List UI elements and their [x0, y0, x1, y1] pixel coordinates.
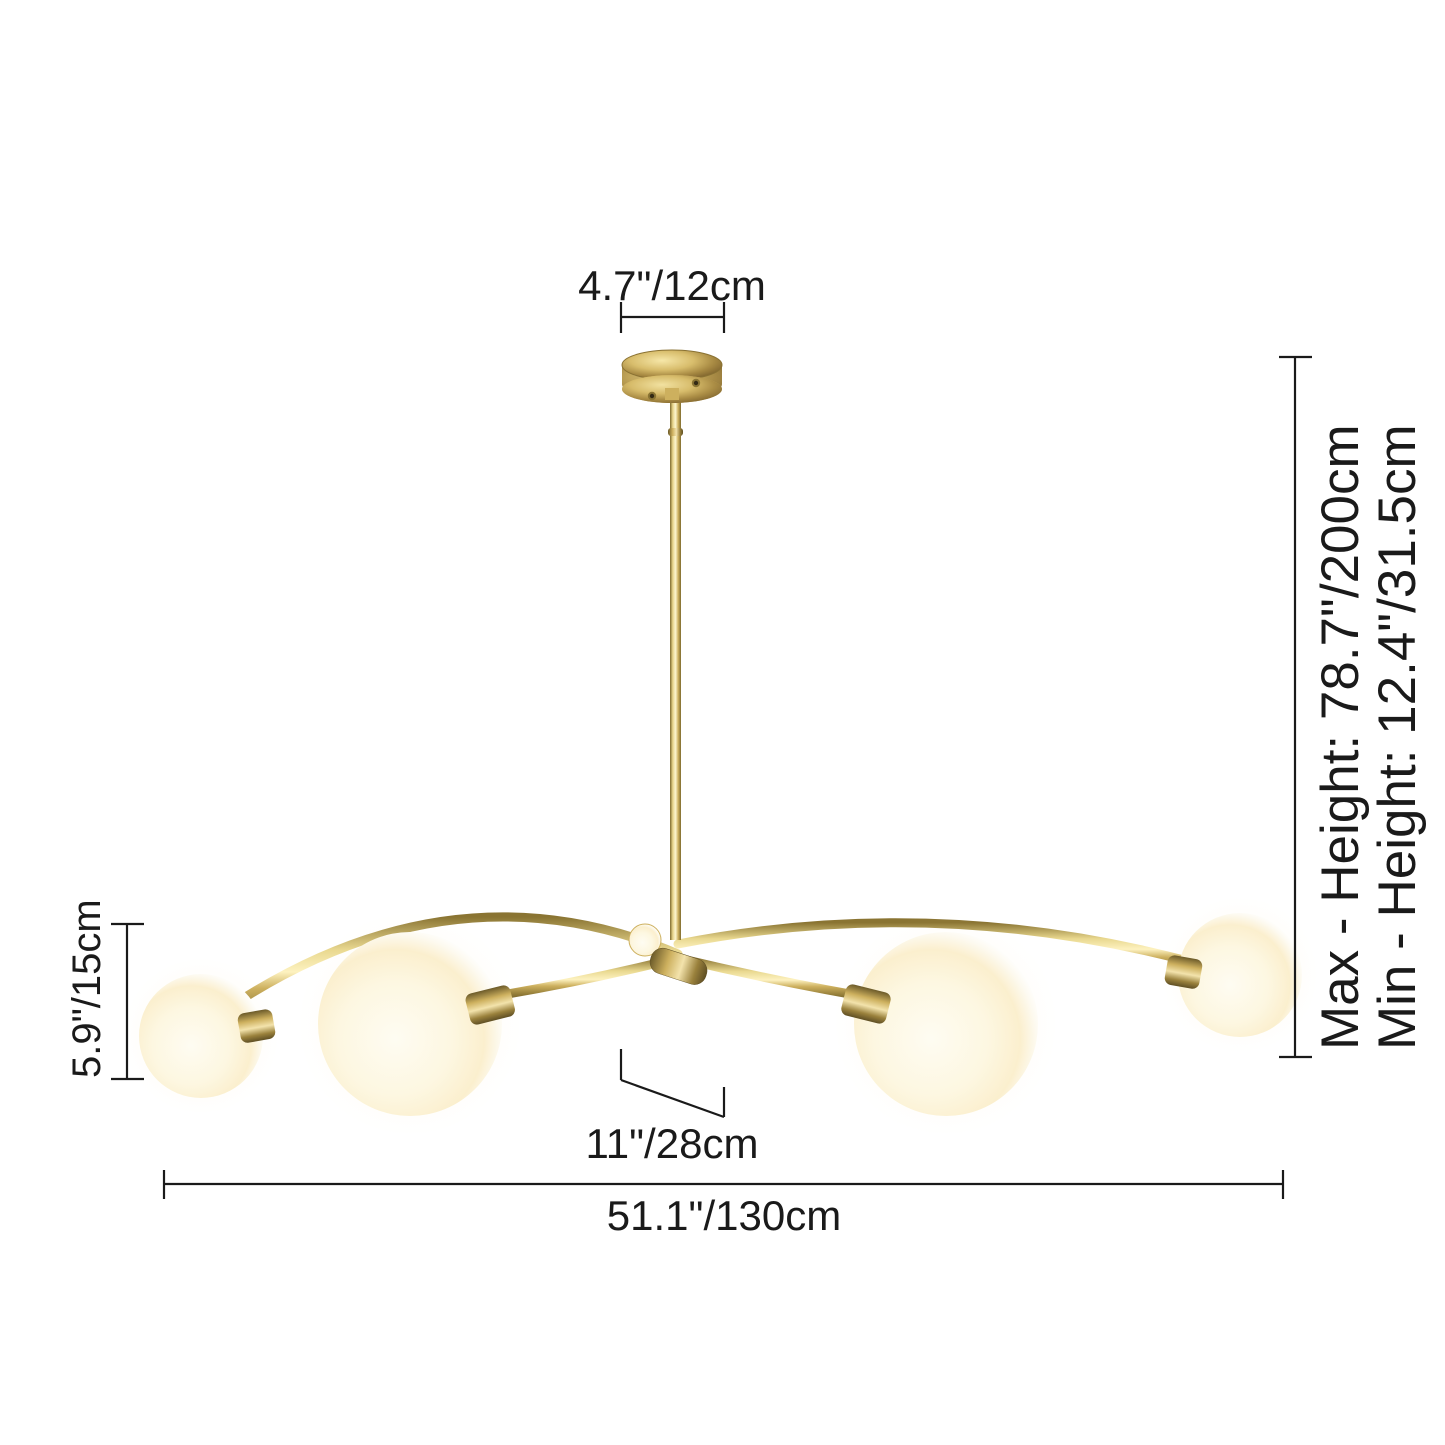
svg-text:51.1"/130cm: 51.1"/130cm: [607, 1192, 841, 1239]
svg-text:11"/28cm: 11"/28cm: [586, 1120, 759, 1167]
svg-text:5.9"/15cm: 5.9"/15cm: [65, 899, 109, 1078]
svg-text:4.7"/12cm: 4.7"/12cm: [578, 262, 766, 309]
svg-text:Max - Height: 78.7"/200cm: Max - Height: 78.7"/200cm: [1311, 424, 1370, 1050]
svg-text:Min - Height: 12.4"/31.5cm: Min - Height: 12.4"/31.5cm: [1368, 424, 1427, 1050]
